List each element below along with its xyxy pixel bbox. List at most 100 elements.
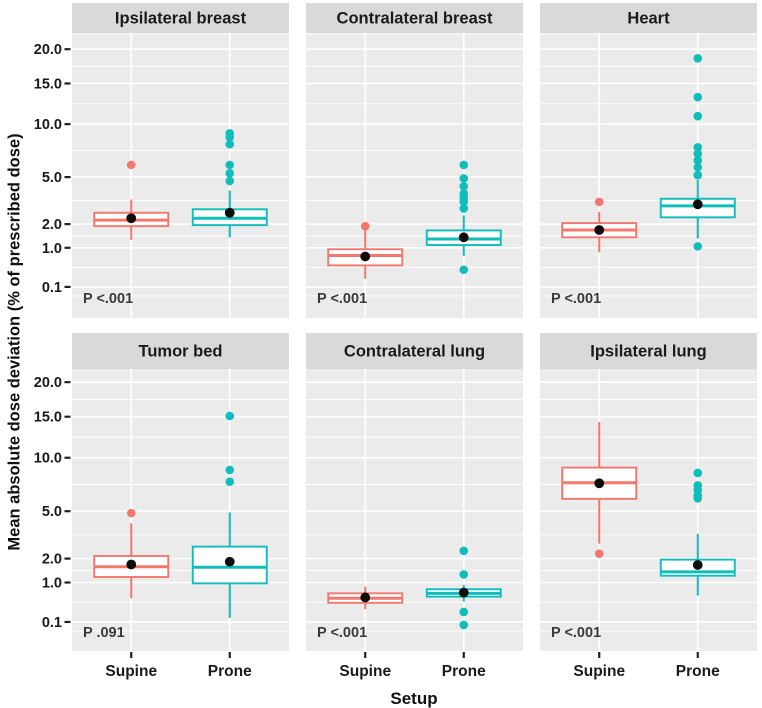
- outlier-dot: [225, 132, 235, 142]
- mean-dot: [458, 232, 469, 243]
- y-tick-label: 1.0: [42, 241, 62, 257]
- mean-dot: [224, 556, 235, 567]
- panel-bg: [540, 33, 757, 318]
- outlier-dot: [693, 54, 703, 63]
- panel-bg: [306, 33, 523, 318]
- y-tick-label: 15.0: [34, 410, 62, 426]
- p-value-label: P <.001: [317, 291, 367, 307]
- facet-title: Tumor bed: [138, 343, 222, 361]
- facet-strip: [306, 333, 523, 369]
- outlier-dot: [693, 170, 703, 180]
- x-tick-label: Prone: [208, 663, 252, 680]
- facet-strip: [72, 333, 289, 369]
- outlier-dot: [459, 620, 469, 630]
- outlier-dot: [693, 468, 703, 478]
- y-tick-label: 0.1: [42, 280, 62, 296]
- y-tick-label: 5.0: [42, 170, 62, 186]
- outlier-dot: [225, 411, 235, 421]
- mean-dot: [692, 560, 703, 570]
- outlier-dot: [594, 197, 604, 207]
- mean-dot: [360, 251, 371, 262]
- outlier-dot: [360, 221, 370, 231]
- outlier-dot: [459, 265, 469, 275]
- outlier-dot: [225, 477, 235, 486]
- mean-dot: [360, 592, 371, 603]
- y-tick-label: 0.1: [42, 615, 62, 631]
- mean-dot: [594, 225, 605, 235]
- facet-title: Ipsilateral breast: [115, 10, 247, 28]
- x-tick-label: Prone: [676, 663, 720, 680]
- facet-panel: Tumor bed P .091: [72, 333, 289, 651]
- p-value-label: P <.001: [83, 291, 133, 307]
- outlier-dot: [693, 155, 703, 165]
- outlier-dot: [459, 570, 469, 579]
- outlier-dot: [459, 204, 469, 213]
- facet-strip: [540, 3, 757, 33]
- facet-panel: Ipsilateral breast P <.001: [72, 3, 289, 318]
- y-tick-label: 5.0: [42, 504, 62, 520]
- x-tick-label: Supine: [105, 663, 157, 680]
- y-tick-label: 10.0: [34, 117, 62, 133]
- p-value-label: P <.001: [317, 625, 367, 641]
- outlier-dot: [459, 607, 469, 617]
- outlier-dot: [225, 160, 235, 170]
- facet-panel: Contralateral lung P <.001: [306, 333, 523, 651]
- x-tick-label: Supine: [339, 663, 391, 680]
- outlier-dot: [693, 143, 703, 152]
- facet-title: Ipsilateral lung: [590, 343, 706, 361]
- facet-strip: [306, 3, 523, 33]
- x-axis-title: Setup: [390, 689, 438, 708]
- facet-strip: [540, 333, 757, 369]
- x-tick-label: Supine: [573, 663, 625, 680]
- mean-dot: [126, 559, 137, 570]
- mean-dot: [224, 207, 235, 218]
- panel-bg: [306, 369, 523, 651]
- outlier-dot: [693, 92, 703, 102]
- outlier-dot: [225, 176, 235, 186]
- p-value-label: P <.001: [551, 625, 601, 641]
- facet-title: Heart: [627, 10, 670, 28]
- panel-bg: [72, 369, 289, 651]
- p-value-label: P .091: [83, 625, 125, 641]
- y-tick-label: 20.0: [34, 42, 62, 58]
- outlier-dot: [459, 546, 469, 556]
- outlier-dot: [126, 508, 136, 518]
- outlier-dot: [693, 111, 703, 121]
- outlier-dot: [693, 162, 703, 172]
- x-tick-label: Prone: [442, 663, 486, 680]
- y-tick-label: 2.0: [42, 552, 62, 568]
- facet-panel: Contralateral breast P <.001: [306, 3, 523, 318]
- panel-bg: [72, 33, 289, 318]
- outlier-dot: [459, 197, 469, 207]
- outlier-dot: [693, 242, 703, 251]
- outlier-dot: [459, 160, 469, 170]
- y-tick-label: 2.0: [42, 217, 62, 233]
- outlier-dot: [693, 149, 703, 158]
- facet-panel: Heart P <.001: [540, 3, 757, 318]
- outlier-dot: [126, 160, 136, 170]
- y-tick-label: 10.0: [34, 451, 62, 467]
- outlier-dot: [225, 169, 235, 178]
- y-tick-label: 15.0: [34, 76, 62, 92]
- y-tick-label: 1.0: [42, 576, 62, 592]
- panel-bg: [540, 369, 757, 651]
- y-tick-label: 20.0: [34, 375, 62, 391]
- facet-panel: Ipsilateral lung P <.001: [540, 333, 757, 651]
- mean-dot: [458, 587, 469, 598]
- mean-dot: [594, 478, 605, 489]
- outlier-dot: [459, 174, 469, 183]
- outlier-dot: [459, 182, 469, 191]
- p-value-label: P <.001: [551, 291, 601, 307]
- outlier-dot: [594, 549, 604, 558]
- outlier-dot: [693, 493, 703, 503]
- facet-title: Contralateral lung: [344, 343, 485, 361]
- mean-dot: [692, 199, 703, 210]
- mean-dot: [126, 213, 137, 224]
- facet-title: Contralateral breast: [337, 10, 493, 28]
- facet-strip: [72, 3, 289, 33]
- outlier-dot: [225, 139, 235, 149]
- y-axis-title: Mean absolute dose deviation (% of presc…: [5, 133, 24, 551]
- outlier-dot: [225, 465, 235, 475]
